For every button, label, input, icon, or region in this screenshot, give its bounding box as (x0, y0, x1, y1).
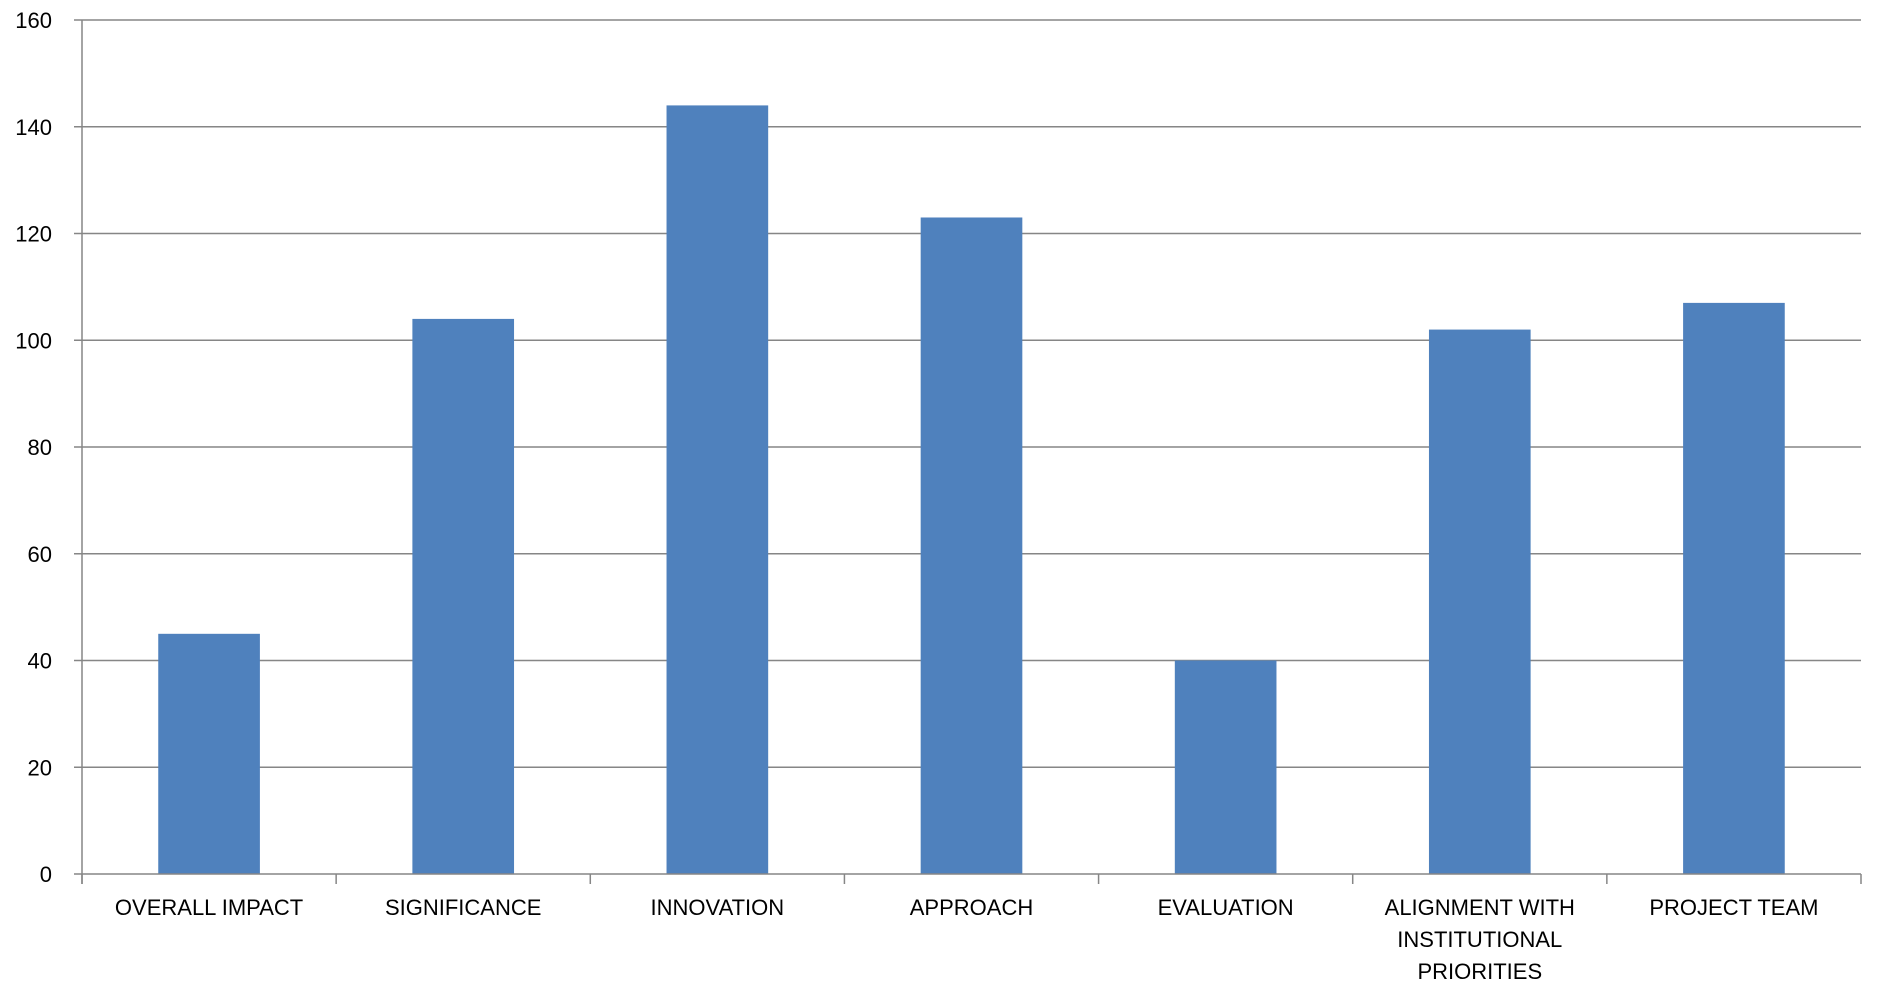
bar (158, 633, 260, 874)
bar (920, 217, 1023, 875)
bar (1428, 329, 1531, 874)
x-category-label: EVALUATION (1158, 895, 1294, 920)
x-category-label: ALIGNMENT WITH INSTITUTIONAL PRIORITIES (1385, 895, 1575, 984)
bar (666, 105, 769, 874)
x-category-label: APPROACH (910, 895, 1033, 920)
y-tick-label: 20 (28, 755, 52, 780)
y-axis-ticks: 0 20 40 60 80 100 120 140 160 (15, 8, 82, 887)
y-tick-label: 80 (28, 435, 52, 460)
bar (1683, 302, 1785, 874)
axes (81, 20, 1861, 884)
y-tick-label: 140 (15, 115, 52, 140)
y-tick-label: 40 (28, 649, 52, 674)
y-tick-label: 120 (15, 222, 52, 247)
x-axis-ticks: OVERALL IMPACT SIGNIFICANCE INNOVATION APPR… (81, 874, 1862, 984)
x-category-label: PROJECT TEAM (1649, 895, 1818, 920)
bar (1174, 660, 1277, 874)
x-category-label: SIGNIFICANCE (385, 895, 541, 920)
x-category-label: INNOVATION (651, 895, 785, 920)
bars (158, 105, 1785, 875)
y-tick-label: 60 (28, 542, 52, 567)
y-tick-label: 160 (15, 8, 52, 33)
bar (412, 318, 515, 874)
y-tick-label: 0 (40, 862, 52, 887)
x-category-label: OVERALL IMPACT (115, 895, 303, 920)
y-tick-label: 100 (15, 328, 52, 353)
